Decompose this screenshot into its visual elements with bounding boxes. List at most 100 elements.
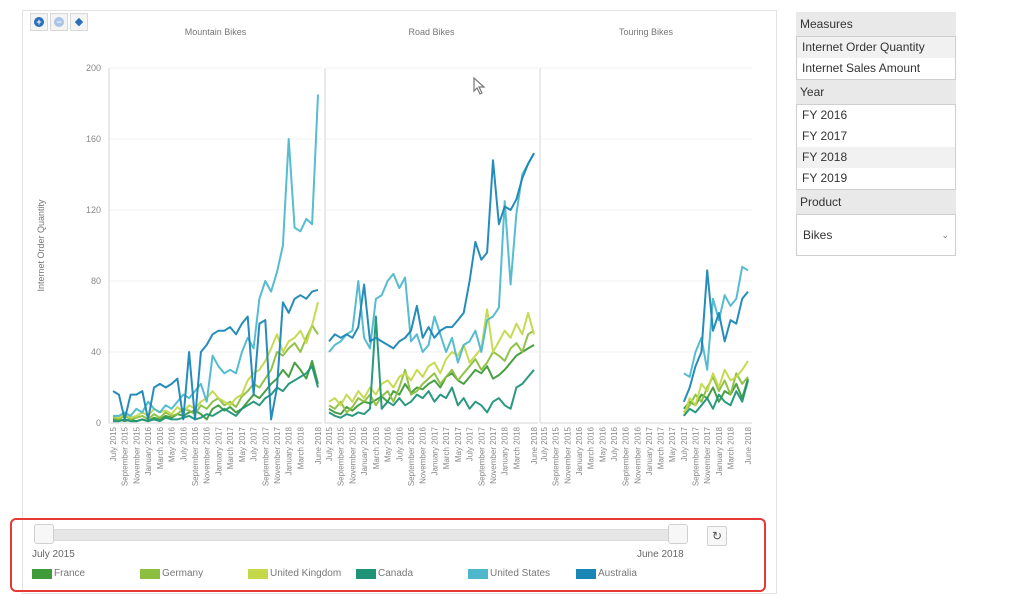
x-tick-label: November 2016 xyxy=(419,426,428,483)
date-range-slider-track[interactable] xyxy=(34,529,688,541)
series-line-canada xyxy=(113,365,319,423)
x-tick-label: June 2018 xyxy=(744,426,753,464)
x-tick-label: May 2017 xyxy=(668,426,677,462)
legend-label: Australia xyxy=(598,568,637,579)
y-tick-label: 80 xyxy=(91,276,101,286)
y-axis-label: Internet Order Quantity xyxy=(36,199,46,292)
measure-item[interactable]: Internet Sales Amount xyxy=(802,61,921,75)
year-header: Year xyxy=(796,80,956,104)
legend-label: Canada xyxy=(378,568,414,579)
year-list: FY 2016 FY 2017 FY 2018 FY 2019 xyxy=(796,104,956,190)
chevron-down-icon: ⌄ xyxy=(941,229,949,240)
x-tick-label: November 2017 xyxy=(489,426,498,483)
y-tick-label: 160 xyxy=(86,134,101,144)
x-tick-label: July 2016 xyxy=(179,426,188,461)
x-tick-label: January 2018 xyxy=(501,426,510,475)
zoom-in-button[interactable]: + xyxy=(30,13,48,31)
measures-header: Measures xyxy=(796,12,956,36)
x-tick-label: July 2017 xyxy=(680,426,689,461)
legend-item[interactable]: Canada xyxy=(356,568,413,579)
x-tick-label: March 2017 xyxy=(226,426,235,469)
x-tick-label: May 2016 xyxy=(384,426,393,462)
x-tick-label: May 2016 xyxy=(598,426,607,462)
x-tick-label: March 2016 xyxy=(156,426,165,469)
x-tick-label: November 2016 xyxy=(633,426,642,483)
legend-item[interactable]: Germany xyxy=(140,568,203,579)
legend-label: France xyxy=(54,568,86,579)
x-tick-label: May 2016 xyxy=(168,426,177,462)
legend-swatch xyxy=(32,568,52,579)
legend-item[interactable]: Australia xyxy=(576,568,637,579)
x-tick-label: July 2016 xyxy=(395,426,404,461)
x-tick-label: September 2015 xyxy=(552,426,561,486)
x-tick-label: January 2018 xyxy=(715,426,724,475)
product-header: Product xyxy=(796,190,956,214)
x-tick-label: November 2015 xyxy=(563,426,572,483)
x-tick-label: November 2017 xyxy=(703,426,712,483)
x-tick-label: September 2015 xyxy=(337,426,346,486)
measures-list: Internet Order Quantity Internet Sales A… xyxy=(796,36,956,80)
series-line-germany xyxy=(112,324,319,421)
product-dropdown[interactable]: Bikes ⌄ xyxy=(796,214,956,256)
x-tick-label: July 2015 xyxy=(109,426,118,461)
chart-frame xyxy=(22,10,777,594)
y-tick-label: 40 xyxy=(91,347,101,357)
panel-title: Mountain Bikes xyxy=(185,27,247,37)
x-tick-label: January 2017 xyxy=(645,426,654,475)
x-tick-label: March 2017 xyxy=(442,426,451,469)
y-tick-label: 200 xyxy=(86,63,101,73)
legend-swatch xyxy=(576,568,596,579)
x-tick-label: September 2017 xyxy=(261,426,270,486)
x-tick-label: September 2016 xyxy=(622,426,631,486)
x-tick-label: March 2018 xyxy=(727,426,736,469)
x-tick-label: March 2017 xyxy=(657,426,666,469)
legend-swatch xyxy=(140,568,160,579)
product-dropdown-value: Bikes xyxy=(803,228,833,242)
x-tick-label: September 2017 xyxy=(692,426,701,486)
x-tick-label: September 2015 xyxy=(121,426,130,486)
series-line-united-states xyxy=(683,265,749,378)
year-item[interactable]: FY 2019 xyxy=(802,171,848,185)
slider-end-label: June 2018 xyxy=(637,549,684,560)
clear-selection-button[interactable]: ◆ xyxy=(70,13,88,31)
legend-item[interactable]: France xyxy=(32,568,85,579)
slider-end-handle[interactable] xyxy=(668,524,688,544)
series-line-canada xyxy=(328,315,535,419)
measure-item[interactable]: Internet Order Quantity xyxy=(797,37,955,58)
x-tick-label: March 2018 xyxy=(512,426,521,469)
y-tick-label: 120 xyxy=(86,205,101,215)
x-tick-label: July 2015 xyxy=(325,426,334,461)
year-item[interactable]: FY 2017 xyxy=(802,129,848,143)
year-item[interactable]: FY 2016 xyxy=(802,108,848,122)
legend-swatch xyxy=(248,568,268,579)
x-tick-label: July 2017 xyxy=(250,426,259,461)
series-line-united-states xyxy=(113,94,319,417)
x-tick-label: May 2017 xyxy=(238,426,247,462)
x-tick-label: July 2017 xyxy=(466,426,475,461)
series-line-germany xyxy=(328,329,535,414)
line-chart: Internet Order Quantity 0 40 80 120 160 200 Mou… xyxy=(36,27,753,486)
panel-title: Road Bikes xyxy=(408,27,455,37)
legend-swatch xyxy=(468,568,488,579)
series-line-australia xyxy=(682,269,749,403)
series-line-united-kingdom xyxy=(682,360,749,417)
y-tick-label: 0 xyxy=(96,418,101,428)
x-tick-label: September 2016 xyxy=(191,426,200,486)
x-tick-label: July 2016 xyxy=(610,426,619,461)
slider-start-handle[interactable] xyxy=(34,524,54,544)
year-item[interactable]: FY 2018 xyxy=(797,147,955,168)
highlight-annotation xyxy=(10,518,766,592)
x-tick-label: September 2016 xyxy=(407,426,416,486)
x-tick-label: January 2016 xyxy=(360,426,369,475)
legend-label: Germany xyxy=(162,568,204,579)
x-tick-label: July 2015 xyxy=(540,426,549,461)
series-line-united-kingdom xyxy=(328,308,535,407)
x-tick-label: November 2016 xyxy=(203,426,212,483)
panel-title: Touring Bikes xyxy=(619,27,674,37)
legend-item[interactable]: United States xyxy=(468,568,550,579)
x-tick-label: January 2017 xyxy=(214,426,223,475)
zoom-out-button[interactable]: − xyxy=(50,13,68,31)
legend-item[interactable]: United Kingdom xyxy=(248,568,341,579)
x-tick-label: January 2017 xyxy=(430,426,439,475)
reset-button[interactable]: ↻ xyxy=(707,526,727,546)
